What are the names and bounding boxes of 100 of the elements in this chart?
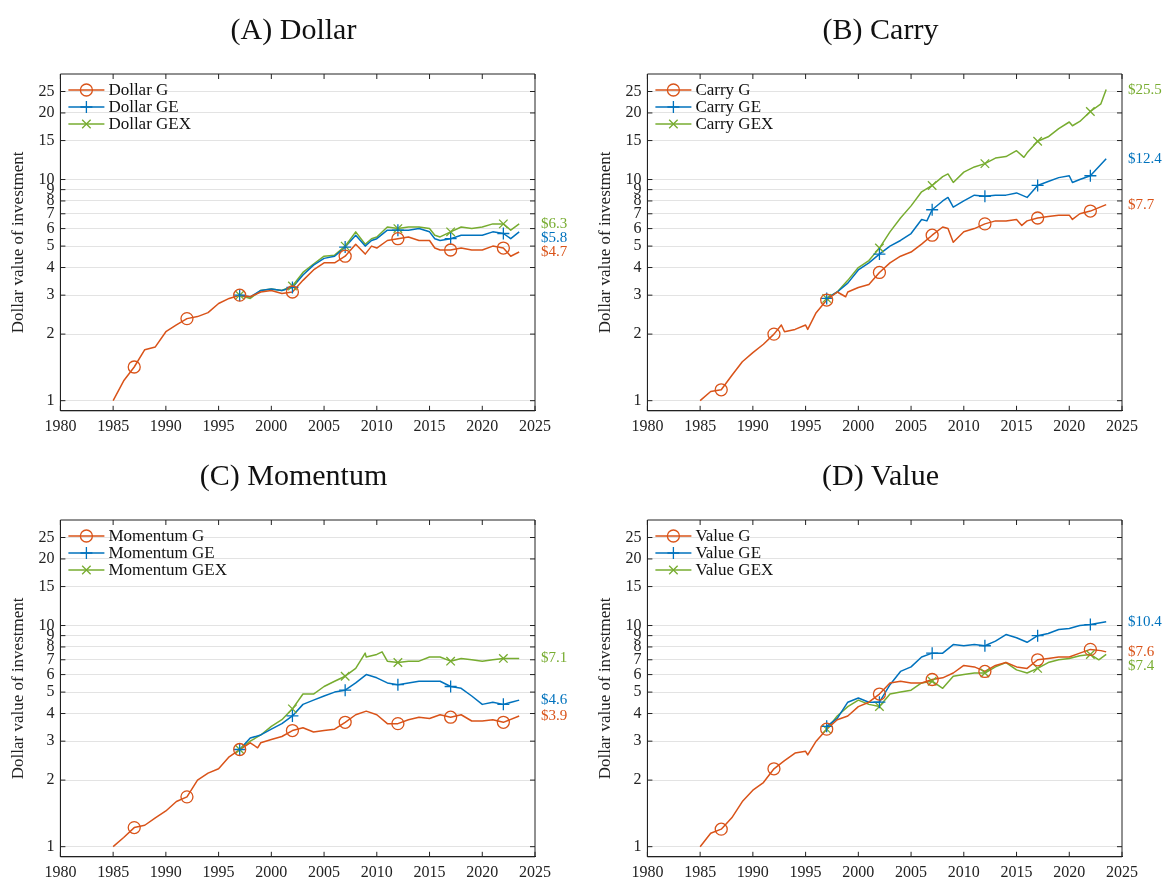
y-tick-label: 6	[46, 664, 55, 682]
point	[393, 657, 403, 668]
x-tick-label: 1985	[684, 862, 717, 880]
point	[496, 697, 511, 712]
point	[925, 228, 939, 242]
point	[714, 822, 728, 836]
point	[391, 678, 405, 692]
y-tick-label: 15	[625, 576, 642, 594]
point	[445, 656, 456, 667]
point	[874, 701, 885, 712]
y-tick-label: 15	[625, 130, 642, 148]
point	[1032, 663, 1043, 674]
legend-label: Value G	[695, 526, 751, 546]
legend-label: Momentum GEX	[108, 560, 227, 580]
point	[127, 820, 141, 835]
point	[927, 676, 938, 687]
y-tick-label: 2	[633, 324, 642, 342]
x-tick-label: 1985	[97, 416, 130, 434]
point	[498, 653, 509, 664]
point	[1083, 617, 1098, 632]
point	[1085, 649, 1096, 660]
legend-label: Dollar GE	[108, 97, 179, 117]
x-tick-label: 2010	[360, 862, 393, 880]
point	[978, 189, 992, 203]
point	[498, 219, 509, 229]
x-tick-label: 1995	[789, 416, 822, 434]
x-tick-label: 2005	[308, 416, 341, 434]
point	[1032, 136, 1043, 147]
point	[496, 226, 511, 241]
point	[127, 360, 141, 374]
y-tick-label: 25	[625, 81, 642, 99]
point	[443, 232, 458, 246]
x-tick-label: 2015	[413, 416, 446, 434]
x-tick-label: 2020	[1053, 862, 1086, 880]
x-tick-label: 2010	[947, 862, 980, 880]
y-axis-title: Dollar value of investment	[7, 151, 27, 334]
y-tick-label: 15	[38, 576, 55, 594]
point	[285, 709, 300, 723]
point	[338, 249, 352, 263]
x-tick-label: 2020	[466, 416, 499, 434]
point	[338, 715, 352, 729]
text: $25.5	[1128, 80, 1162, 97]
text: $5.8	[541, 228, 568, 245]
y-tick-label: 1	[46, 390, 55, 408]
y-tick-label: 20	[38, 103, 55, 121]
point	[391, 232, 405, 246]
y-tick-label: 1	[633, 390, 642, 408]
x-tick-label: 1980	[44, 416, 77, 434]
point	[714, 383, 728, 397]
x-tick-label: 2005	[895, 416, 928, 434]
text: $4.7	[541, 242, 568, 259]
x-tick-label: 1985	[97, 862, 130, 880]
y-tick-label: 3	[633, 285, 642, 303]
point	[443, 243, 458, 257]
point	[1030, 628, 1045, 643]
text: $12.4	[1128, 149, 1163, 166]
x-tick-label: 1990	[149, 416, 182, 434]
y-axis-title: Dollar value of investment	[7, 597, 27, 780]
x-tick-label: 2000	[842, 416, 875, 434]
point	[443, 710, 458, 724]
point	[978, 639, 992, 653]
x-tick-label: 2010	[947, 416, 980, 434]
y-tick-label: 5	[633, 682, 642, 700]
x-tick-label: 2010	[360, 416, 393, 434]
point	[287, 703, 298, 714]
x-tick-label: 2000	[255, 862, 288, 880]
point	[1085, 106, 1096, 117]
text: $7.6	[1128, 642, 1155, 659]
legend-label: Momentum G	[108, 526, 205, 546]
y-tick-label: 5	[46, 236, 55, 254]
y-tick-label: 25	[38, 527, 55, 545]
point	[287, 281, 298, 291]
legend-label: Dollar GEX	[108, 114, 192, 134]
text: $7.1	[541, 649, 568, 666]
x-tick-label: 1990	[149, 862, 182, 880]
y-tick-label: 4	[633, 703, 642, 721]
legend-label: Dollar G	[108, 80, 169, 100]
point	[496, 715, 511, 729]
text: $3.9	[541, 706, 568, 723]
y-tick-label: 1	[633, 836, 642, 854]
y-tick-label: 5	[46, 682, 55, 700]
point	[1030, 178, 1045, 193]
legend-label: Value GE	[695, 543, 762, 563]
y-axis-title: Dollar value of investment	[594, 151, 614, 334]
point	[391, 717, 405, 731]
legend-label: Value GEX	[695, 560, 774, 580]
x-tick-label: 2015	[1000, 862, 1033, 880]
point	[874, 243, 885, 253]
point	[872, 695, 887, 709]
text: $7.7	[1128, 195, 1155, 212]
x-tick-label: 1980	[44, 862, 77, 880]
text: $7.4	[1128, 656, 1155, 673]
y-tick-label: 4	[633, 257, 642, 275]
text: $6.3	[541, 214, 568, 231]
y-tick-label: 4	[46, 703, 55, 721]
chart-title: (D) Value	[821, 457, 940, 493]
point	[285, 723, 300, 738]
text: $10.4	[1128, 612, 1163, 629]
x-tick-label: 1985	[684, 416, 717, 434]
x-tick-label: 2020	[466, 862, 499, 880]
